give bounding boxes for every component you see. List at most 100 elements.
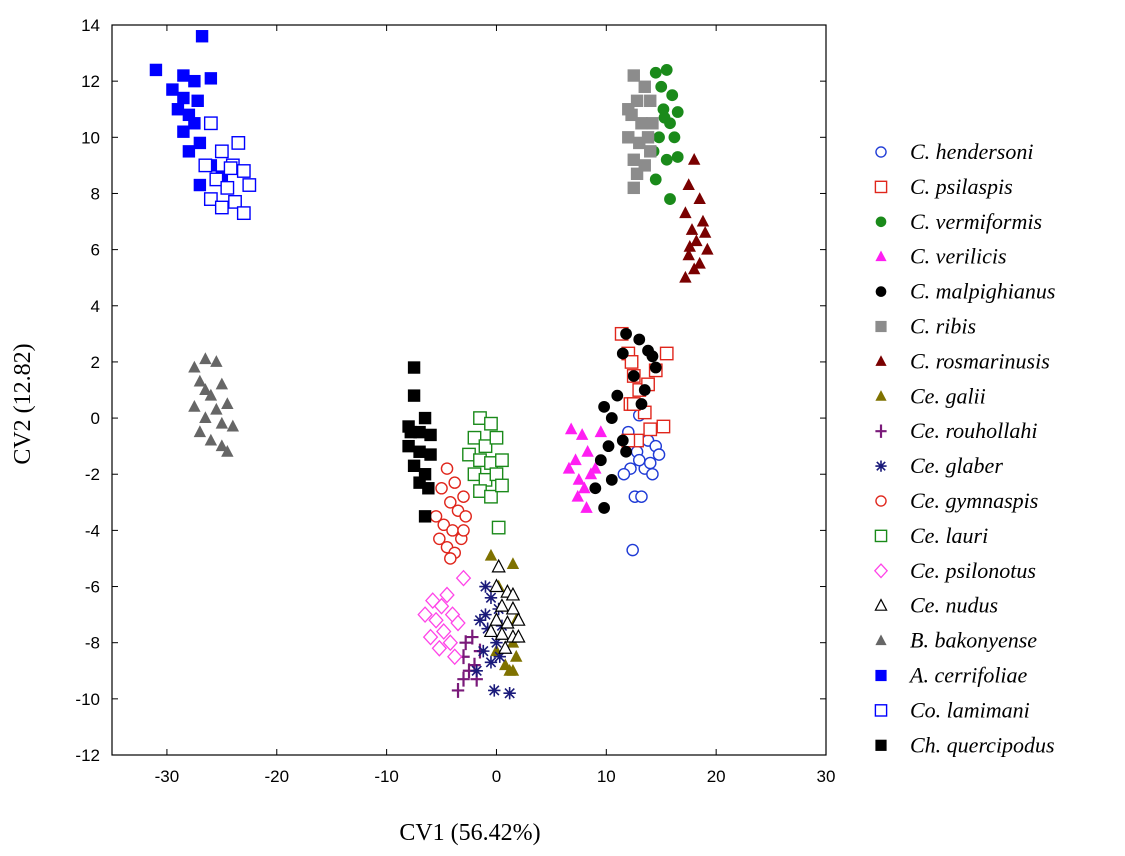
data-point: [666, 89, 679, 102]
data-point: [439, 586, 455, 604]
legend-label: C. malpighianus: [910, 279, 1055, 304]
data-point: [505, 600, 521, 615]
data-point: [671, 106, 684, 118]
data-point: [635, 398, 648, 410]
series-9: [451, 629, 487, 698]
series-3: [647, 64, 684, 205]
series-1: [617, 408, 666, 557]
data-point: [693, 256, 706, 269]
data-point: [467, 430, 482, 445]
legend-label: C. verilicis: [910, 244, 1007, 269]
y-tick-label: 12: [81, 72, 100, 91]
x-tick-label: -10: [374, 767, 399, 786]
data-point: [685, 223, 699, 235]
data-point: [435, 481, 448, 495]
y-tick-label: -10: [75, 690, 100, 709]
data-point: [616, 434, 629, 447]
data-point: [431, 639, 448, 657]
data-point: [605, 473, 618, 486]
data-point: [193, 178, 207, 192]
legend-marker: [875, 634, 887, 646]
data-point: [223, 161, 238, 176]
y-tick-label: -12: [75, 746, 100, 765]
data-point: [682, 178, 695, 190]
data-point: [635, 490, 648, 503]
data-point: [182, 145, 196, 158]
data-point: [470, 664, 483, 677]
data-point: [687, 262, 701, 275]
legend-entry: C. vermiformis: [875, 209, 1042, 234]
series-12: [462, 411, 509, 535]
data-point: [236, 164, 251, 178]
data-point: [199, 411, 212, 424]
data-point: [489, 612, 504, 626]
data-point: [627, 69, 640, 82]
series-11: [429, 462, 472, 565]
data-point: [188, 74, 201, 88]
data-point: [660, 64, 673, 76]
legend-entry: Ce. psilonotus: [873, 558, 1036, 583]
legend-label: Ce. glaber: [910, 453, 1003, 478]
y-tick-label: 4: [91, 297, 100, 316]
data-point: [696, 214, 710, 227]
data-point: [494, 598, 510, 612]
data-point: [649, 361, 662, 374]
data-point: [484, 416, 498, 431]
data-point: [624, 355, 639, 369]
data-point: [598, 502, 611, 514]
data-point: [575, 428, 589, 440]
data-point: [679, 206, 692, 219]
data-point: [440, 462, 454, 475]
series-7: [679, 152, 714, 283]
data-point: [177, 69, 190, 82]
data-point: [580, 501, 593, 513]
data-point: [210, 355, 223, 367]
data-point: [188, 360, 201, 373]
data-point: [447, 648, 463, 666]
legend-label: B. bakonyense: [910, 628, 1037, 653]
legend-label: C. vermiformis: [910, 209, 1042, 234]
x-tick-label: 10: [597, 767, 616, 786]
data-point: [617, 467, 631, 481]
legend-label: Ce. psilonotus: [910, 558, 1036, 583]
data-point: [649, 66, 662, 79]
data-point: [598, 400, 611, 413]
data-point: [589, 482, 602, 495]
legend-label: Co. lamimani: [910, 697, 1030, 722]
legend-marker: [874, 704, 888, 717]
data-point: [188, 400, 201, 412]
data-point: [656, 419, 671, 434]
data-point: [646, 350, 659, 363]
data-point: [473, 614, 487, 627]
legend-entry: C. rosmarinusis: [875, 348, 1050, 373]
series-14: [483, 558, 526, 654]
legend-marker: [875, 495, 887, 507]
data-point: [644, 94, 657, 108]
data-point: [407, 459, 421, 473]
data-point: [503, 687, 516, 700]
series-6: [622, 69, 659, 195]
data-point: [510, 649, 523, 662]
legend-label: Ce. gymnaspis: [910, 488, 1038, 513]
legend-marker: [875, 460, 887, 472]
data-point: [417, 606, 433, 624]
data-point: [193, 374, 207, 387]
legend-entry: Ce. gymnaspis: [875, 488, 1038, 513]
x-tick-label: 20: [707, 767, 726, 786]
data-point: [682, 248, 695, 261]
data-point: [198, 158, 213, 173]
data-point: [668, 131, 681, 144]
data-point: [188, 117, 201, 130]
data-point: [643, 422, 658, 437]
data-point: [459, 635, 472, 651]
data-point: [479, 608, 492, 621]
data-point: [214, 144, 229, 159]
data-point: [422, 482, 435, 495]
data-point: [616, 347, 629, 360]
data-point: [437, 518, 451, 532]
data-point: [499, 658, 512, 671]
data-point: [149, 63, 163, 77]
data-point: [562, 461, 576, 474]
data-point: [215, 377, 229, 390]
